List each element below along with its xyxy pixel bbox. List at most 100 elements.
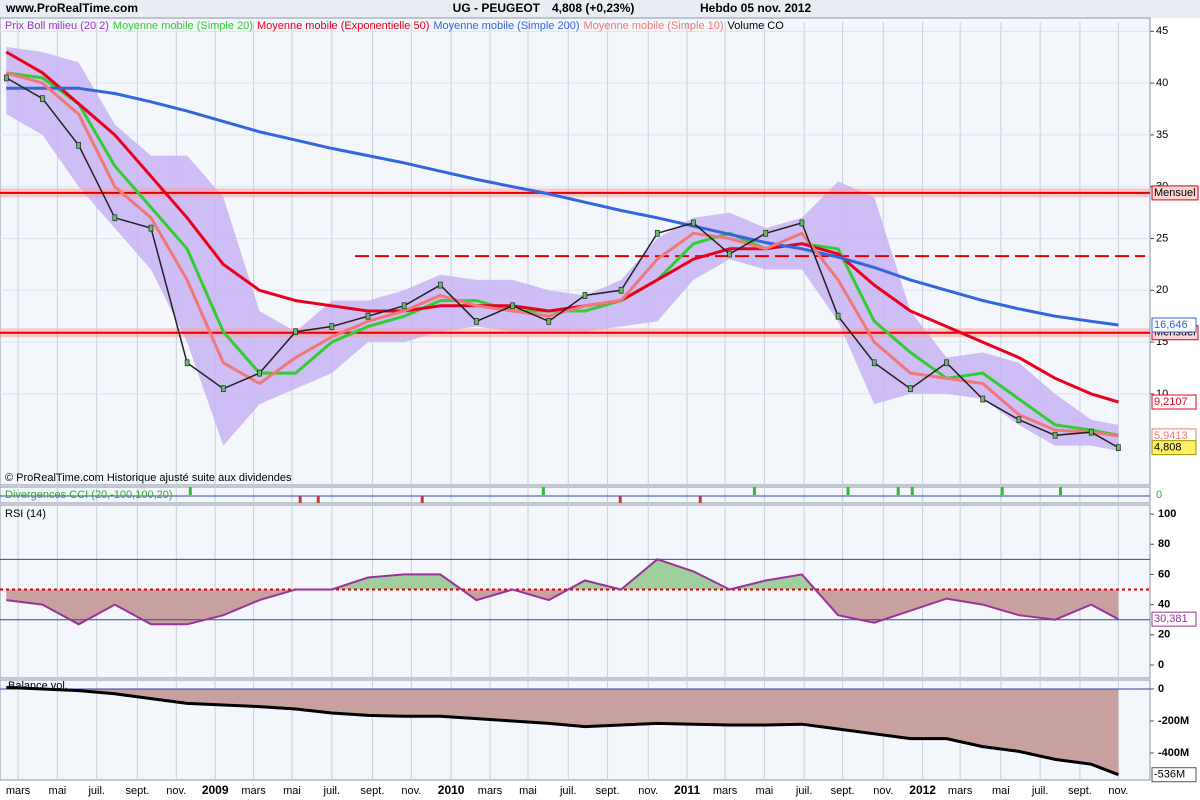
y-tick-label: 0 [1158,659,1164,671]
last-value-box [1151,767,1197,783]
rsi-line [6,558,1119,626]
x-tick-label: mars [241,785,266,797]
period: Hebdo 05 nov. 2012 [700,1,811,15]
bearish-signal [298,496,302,503]
last-value-box [1151,440,1197,456]
close-marker [1016,416,1022,424]
bullish-signal [752,487,756,495]
legend-entry: Volume CO [728,20,785,32]
x-tick-label: sept. [1068,785,1092,797]
close-marker [763,229,769,237]
close-marker [365,312,371,320]
x-tick-label: juil. [87,785,105,797]
x-tick-label: 2012 [909,783,936,797]
x-tick-label: sept. [361,785,385,797]
close-marker [582,292,588,299]
close-marker [329,323,335,330]
x-tick-label: sept. [596,785,620,797]
y-tick-label: 60 [1158,568,1170,580]
y-tick-label: 40 [1158,599,1170,611]
close-marker [437,281,443,289]
close-marker [546,317,552,325]
close-marker [980,395,986,403]
y-tick-label: 0 [1158,683,1164,695]
close-marker [293,328,298,336]
close-marker [220,385,226,393]
close-marker [618,286,624,294]
panel-title: Divergences CCI (20,-100,100,20) [5,489,173,501]
x-tick-label: nov. [401,785,421,797]
bullish-signal [541,487,545,495]
x-tick-label: mai [992,785,1010,797]
legend-entry: Moyenne mobile (Exponentielle 50) [257,20,429,32]
panel-title: RSI (14) [5,508,46,520]
x-tick-label: nov. [166,785,186,797]
last-value-label: 30,381 [1154,613,1188,625]
x-tick-label: mai [49,785,67,797]
y-tick-label: 100 [1158,508,1176,520]
close-marker [184,359,190,367]
y-tick-label: 40 [1156,77,1168,89]
series-line [6,86,1119,327]
x-tick-label: juil. [1031,785,1049,797]
close-marker [871,359,877,367]
panel-background [0,486,1151,504]
note: © ProRealTime.com Historique ajusté suit… [5,472,292,484]
last-value-box [1151,317,1197,333]
bearish-signal [698,496,702,503]
x-tick-label: nov. [1108,785,1128,797]
last-value-box [1151,611,1197,627]
close-marker [148,224,154,232]
close-marker [727,250,732,258]
x-tick-label: mars [948,785,973,797]
bullish-signal [910,487,914,495]
x-tick-label: mars [6,785,31,797]
close-marker [654,229,660,237]
x-tick-label: sept. [831,785,855,797]
x-tick-label: juil. [795,785,813,797]
x-tick-label: mai [519,785,537,797]
x-tick-label: 2010 [438,783,465,797]
last-value-label: 5,9413 [1154,430,1188,442]
close-marker [112,214,118,222]
close-marker [835,312,841,320]
bullish-signal [1058,487,1062,495]
bearish-signal [420,496,424,503]
close-line [5,77,1119,449]
close-marker [908,385,913,393]
site: www.ProRealTime.com [5,1,138,15]
y-tick-label: -200M [1158,715,1189,727]
symbol: UG - PEUGEOT [453,1,541,15]
close-marker [1052,431,1058,439]
header-bar [0,0,1200,18]
bullish-signal [188,487,192,495]
close-marker [257,369,262,377]
x-tick-label: juil. [559,785,577,797]
plot-layer: mars mai juil. sept. nov. 2009 mars mai juil. sep… [0,17,1199,797]
last-value-box [1151,394,1197,410]
close-marker [474,317,479,325]
level-label-box [1151,185,1199,201]
y-tick-label: 80 [1158,538,1170,550]
bollinger-band [6,46,1119,451]
last-value-label: -536M [1154,769,1185,781]
close-marker [1116,444,1121,451]
y-tick-label: 20 [1158,629,1170,641]
last-value-label: 9,2107 [1154,396,1188,408]
close-marker [691,219,696,227]
x-tick-label: mars [713,785,738,797]
y-tick-label: 25 [1156,232,1168,244]
legend-entry: Moyenne mobile (Simple 200) [433,20,579,32]
x-tick-label: nov. [638,785,658,797]
legend-entry: Prix Boll milieu (20 2) [5,20,109,32]
level-label: Mensuel [1154,187,1196,199]
bullish-signal [1000,487,1004,495]
x-tick-label: mai [756,785,774,797]
close-marker [944,359,949,367]
bearish-signal [316,496,320,503]
legend-entry: Moyenne mobile (Simple 20) [113,20,253,32]
bearish-signal [618,496,622,503]
x-tick-label: 2009 [202,783,229,797]
